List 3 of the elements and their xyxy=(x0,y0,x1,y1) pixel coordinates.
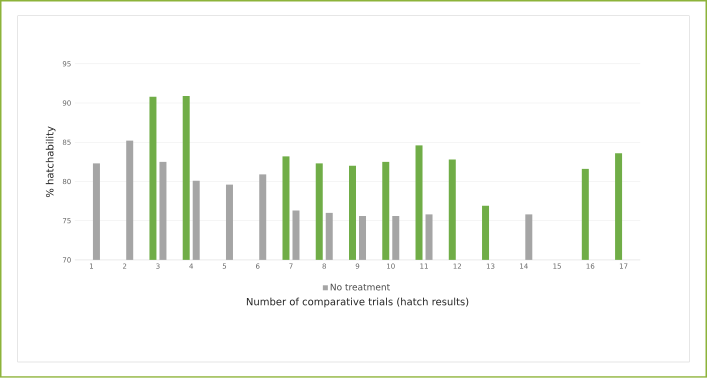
y-axis-title: % hatchability xyxy=(46,126,56,198)
legend-label: No treatment xyxy=(330,284,390,291)
x-axis-title: Number of comparative trials (hatch results) xyxy=(246,298,468,308)
